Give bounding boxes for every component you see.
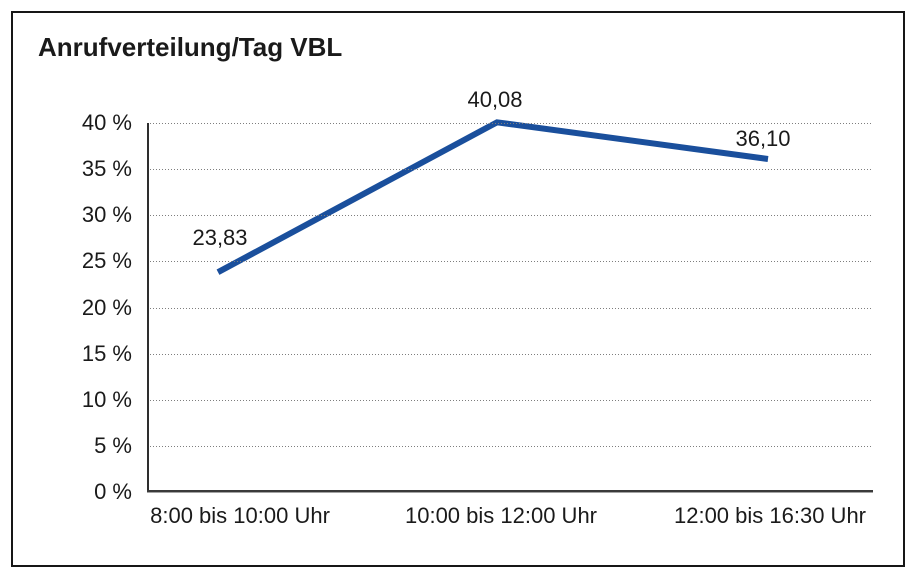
y-axis-label: 30 %	[81, 202, 132, 227]
x-axis-label: 12:00 bis 16:30 Uhr	[673, 503, 867, 528]
gridline	[150, 261, 873, 262]
gridline	[150, 354, 873, 355]
y-axis-label: 0 %	[94, 479, 132, 504]
y-axis-label: 35 %	[81, 156, 132, 181]
gridline	[150, 169, 873, 170]
line-chart-svg	[216, 119, 769, 275]
gridline	[150, 215, 873, 216]
y-axis-label: 15 %	[81, 341, 132, 366]
x-axis-label: 8:00 bis 10:00 Uhr	[150, 503, 330, 528]
y-axis-label: 25 %	[81, 248, 132, 273]
y-axis-line	[147, 123, 149, 492]
gridline	[150, 123, 873, 124]
gridline	[150, 308, 873, 309]
data-point-label: 36,10	[735, 126, 791, 151]
y-axis-label: 5 %	[94, 433, 132, 458]
data-line	[216, 119, 769, 275]
data-point-label: 40,08	[467, 87, 523, 112]
data-point-label: 23,83	[192, 225, 248, 250]
gridline	[150, 400, 873, 401]
y-axis-label: 40 %	[81, 110, 132, 135]
gridline	[150, 446, 873, 447]
chart-title: Anrufverteilung/Tag VBL	[38, 32, 343, 62]
x-axis-label: 10:00 bis 12:00 Uhr	[404, 503, 598, 528]
x-axis-line	[147, 490, 873, 493]
y-axis-label: 10 %	[81, 387, 132, 412]
y-axis-label: 20 %	[81, 295, 132, 320]
